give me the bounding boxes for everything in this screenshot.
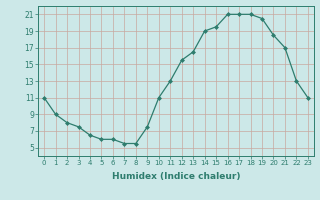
X-axis label: Humidex (Indice chaleur): Humidex (Indice chaleur) [112,172,240,181]
